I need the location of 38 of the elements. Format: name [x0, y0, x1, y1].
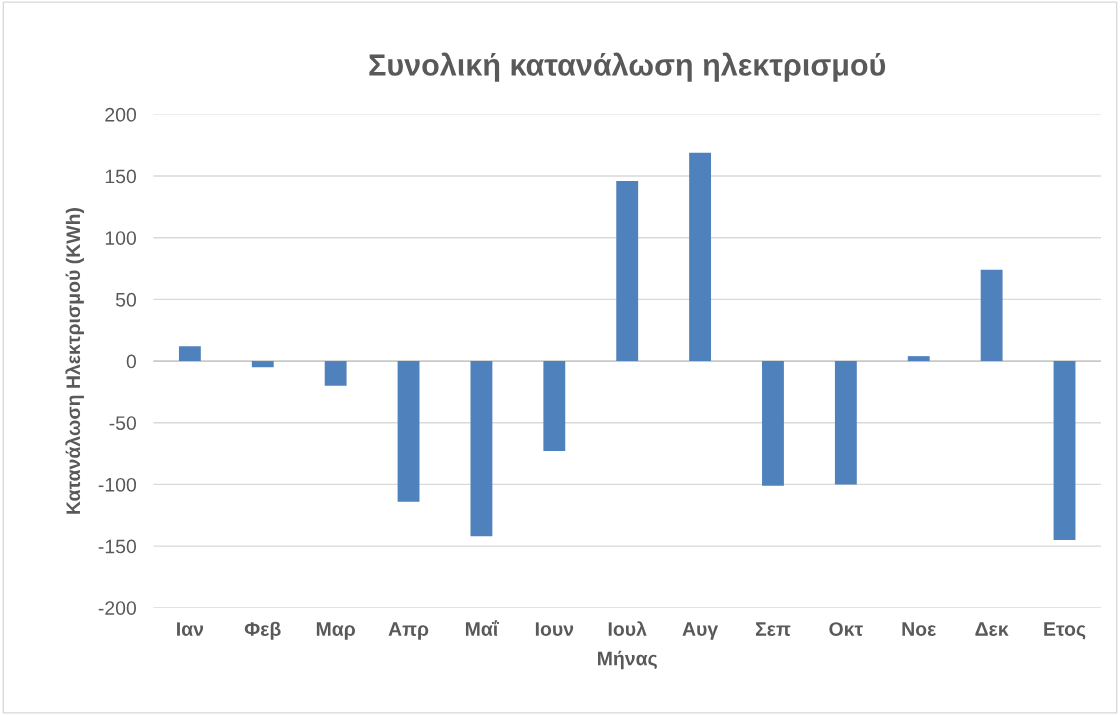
x-tick-label: Φεβ: [244, 621, 281, 640]
y-tick-label: -150: [98, 539, 137, 554]
x-tick-label: Ετος: [1044, 622, 1086, 640]
y-tick-label: 150: [105, 169, 137, 184]
x-tick-label: Μαΐ: [465, 620, 499, 636]
x-tick-label: Ιαν: [177, 622, 204, 636]
bar: [980, 269, 1003, 362]
chart-title: Συνολική κατανάλωση ηλεκτρισμού: [369, 52, 886, 82]
x-tick-label: Απρ: [388, 622, 429, 640]
bar: [616, 181, 639, 362]
bar: [907, 356, 930, 362]
bar: [1053, 361, 1076, 540]
bar: [397, 361, 420, 502]
bar: [324, 361, 347, 386]
y-tick-label: 200: [105, 107, 137, 122]
bar: [470, 361, 493, 537]
y-tick-label: 50: [115, 292, 137, 307]
y-tick-label: -200: [98, 601, 137, 615]
bar: [543, 361, 566, 452]
x-tick-label: Μαρ: [316, 622, 355, 640]
bar: [689, 152, 712, 362]
y-tick-label: 0: [126, 354, 137, 369]
x-tick-label: Ιουλ: [608, 621, 647, 636]
bar: [834, 361, 857, 485]
y-tick-label: -50: [109, 416, 137, 430]
y-tick-label: -100: [98, 477, 137, 492]
bar: [762, 361, 784, 486]
x-tick-label: Αυγ: [682, 622, 719, 640]
x-tick-label: Ιουν: [535, 622, 574, 636]
bar: [178, 346, 201, 362]
y-axis-title: Κατανάλωση Ηλεκτρισμού (KWh): [65, 208, 84, 514]
x-axis-title: Μήνας: [598, 650, 657, 670]
bar: [251, 361, 274, 368]
x-tick-label: Σεπ: [755, 622, 791, 636]
x-tick-label: Δεκ: [975, 622, 1009, 636]
x-tick-label: Οκτ: [829, 622, 863, 636]
y-tick-label: 100: [105, 231, 137, 245]
x-tick-label: Νοε: [902, 622, 936, 636]
